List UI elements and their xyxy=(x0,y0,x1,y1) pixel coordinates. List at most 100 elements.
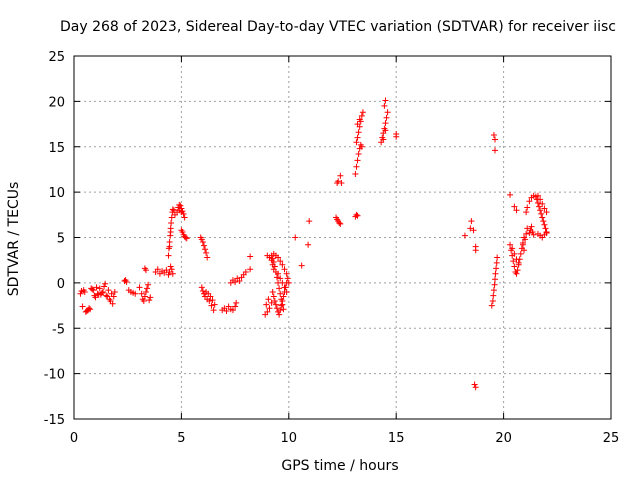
data-point xyxy=(177,202,184,209)
data-point xyxy=(490,292,497,299)
data-point xyxy=(509,245,516,252)
data-point xyxy=(206,298,213,305)
data-point xyxy=(283,270,290,277)
data-point xyxy=(335,178,342,185)
data-point xyxy=(202,246,209,253)
data-point xyxy=(276,285,283,292)
data-point xyxy=(492,136,499,143)
data-point xyxy=(144,285,151,292)
data-point xyxy=(211,301,218,308)
data-point xyxy=(277,275,284,282)
data-point xyxy=(101,283,108,290)
data-point xyxy=(537,207,544,214)
data-point xyxy=(472,247,479,254)
data-point xyxy=(306,218,313,225)
data-point xyxy=(382,127,389,134)
data-point xyxy=(146,297,153,304)
data-point xyxy=(281,266,288,273)
data-point xyxy=(273,274,280,281)
x-tick-label: 5 xyxy=(177,431,185,446)
data-point xyxy=(353,139,360,146)
data-point xyxy=(247,253,254,260)
data-point xyxy=(181,214,188,221)
data-point xyxy=(543,229,550,236)
data-point xyxy=(537,196,544,203)
data-point xyxy=(519,241,526,248)
data-point xyxy=(461,232,468,239)
data-point xyxy=(283,288,290,295)
data-point xyxy=(511,263,518,270)
data-point xyxy=(203,249,210,256)
data-point xyxy=(275,254,282,261)
data-point xyxy=(279,279,286,286)
x-tick-label: 0 xyxy=(70,431,78,446)
data-point xyxy=(154,266,161,273)
data-point xyxy=(517,250,524,257)
plot-frame xyxy=(73,55,612,420)
data-point xyxy=(337,220,344,227)
data-point xyxy=(276,311,283,318)
data-point xyxy=(170,207,177,214)
y-tick-label: -15 xyxy=(44,413,65,428)
data-point xyxy=(272,301,279,308)
grid-lines xyxy=(74,56,611,419)
data-point xyxy=(510,258,517,265)
data-point xyxy=(507,241,514,248)
data-point xyxy=(145,281,152,288)
data-point xyxy=(232,278,239,285)
data-point xyxy=(490,131,497,138)
data-point xyxy=(178,209,185,216)
data-point xyxy=(507,191,514,198)
data-point xyxy=(489,298,496,305)
data-point xyxy=(529,229,536,236)
data-point xyxy=(281,284,288,291)
data-point xyxy=(140,298,147,305)
data-point xyxy=(90,287,97,294)
data-point xyxy=(105,287,112,294)
data-point xyxy=(285,279,292,286)
data-point xyxy=(354,212,361,219)
data-point xyxy=(169,206,176,213)
data-point xyxy=(166,243,173,250)
data-point xyxy=(336,219,343,226)
x-tick-label: 25 xyxy=(603,431,620,446)
data-point xyxy=(269,288,276,295)
y-tick-label: 10 xyxy=(48,186,65,201)
data-point xyxy=(536,203,543,210)
y-tick-label: 25 xyxy=(48,50,65,65)
data-point xyxy=(292,234,299,241)
data-point xyxy=(265,296,272,303)
data-point xyxy=(269,255,276,262)
data-point xyxy=(358,112,365,119)
data-points xyxy=(77,97,550,391)
data-point xyxy=(87,306,94,313)
data-point xyxy=(515,259,522,266)
data-point xyxy=(382,97,389,104)
data-point xyxy=(86,305,93,312)
data-point xyxy=(167,263,174,270)
data-point xyxy=(263,301,270,308)
y-axis-label: SDTVAR / TECUs xyxy=(6,182,22,297)
data-point xyxy=(540,218,547,225)
data-point xyxy=(103,292,110,299)
x-tick-label: 20 xyxy=(495,431,512,446)
data-point xyxy=(522,236,529,243)
data-point xyxy=(168,219,175,226)
data-point xyxy=(275,270,282,277)
data-point xyxy=(542,225,549,232)
data-point xyxy=(383,114,390,121)
data-point xyxy=(380,136,387,143)
data-point xyxy=(543,209,550,216)
data-point xyxy=(280,306,287,313)
y-tick-label: 5 xyxy=(57,232,65,247)
data-point xyxy=(471,381,478,388)
y-tick-label: 0 xyxy=(57,277,65,292)
data-point xyxy=(356,116,363,123)
data-point xyxy=(92,294,99,301)
data-point xyxy=(539,214,546,221)
data-point xyxy=(199,239,206,246)
data-point xyxy=(298,262,305,269)
data-point xyxy=(123,278,130,285)
data-point xyxy=(359,109,366,116)
y-tick-label: 15 xyxy=(48,141,65,156)
